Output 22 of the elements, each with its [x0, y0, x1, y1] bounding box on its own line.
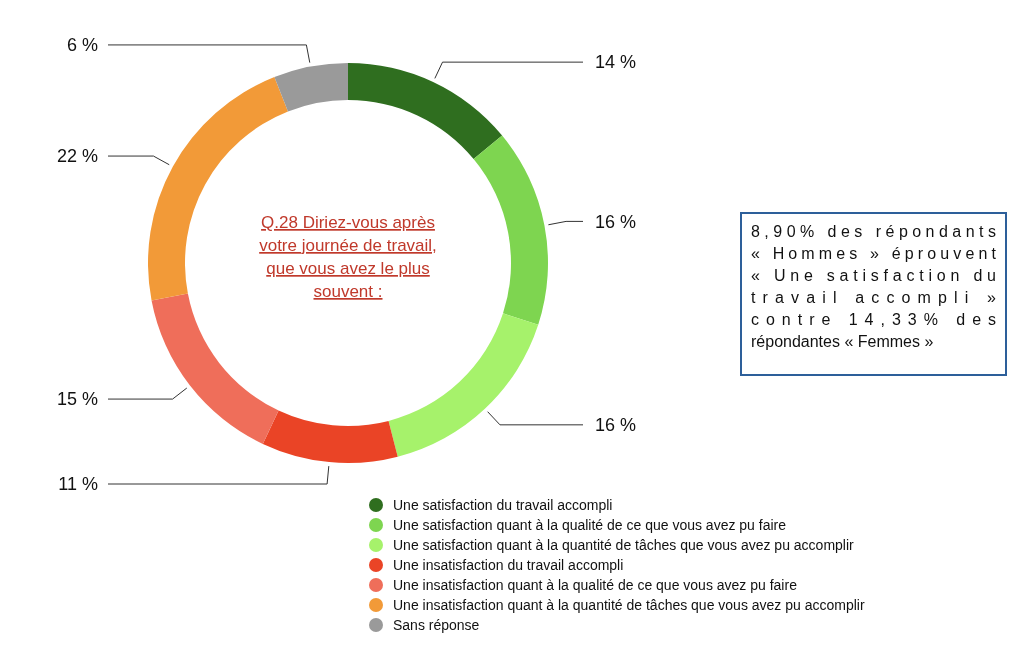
text: Q.28 Diriez-vous après votre journée de travail, que vous avez le plus souvent : [259, 213, 437, 301]
donut-slice [348, 63, 503, 160]
donut-slice [274, 63, 348, 112]
legend-label: Une satisfaction quant à la quantité de tâches que vous avez pu accomplir [393, 536, 855, 553]
donut-slice [262, 410, 398, 463]
text: 8,90% des répondants « Hommes » éprouvent « Une satisfaction du travail accompli » contre 14,33% des répondantes « Femmes » [751, 223, 997, 350]
data-label: 16 % [595, 415, 637, 436]
legend-label: Sans réponse [393, 616, 480, 633]
donut-slice [388, 313, 539, 457]
legend-label: Une insatisfaction du travail accompli [393, 556, 624, 573]
data-label: 16 % [595, 211, 637, 232]
donut-slice [151, 293, 279, 444]
data-label: 6 % [66, 35, 98, 56]
donut-slice [473, 135, 548, 325]
legend-label: Une insatisfaction quant à la qualité de ce que vous avez pu faire [393, 576, 798, 593]
data-label: 14 % [595, 52, 637, 73]
legend-label: Une satisfaction du travail accompli [393, 496, 613, 513]
data-label: 11 % [58, 474, 98, 495]
legend-label: Une insatisfaction quant à la quantité de tâches que vous avez pu accomplir [393, 596, 865, 613]
legend-label: Une satisfaction quant à la qualité de ce que vous avez pu faire [393, 516, 787, 533]
data-label: 15 % [56, 389, 98, 410]
data-label: 22 % [56, 146, 98, 167]
